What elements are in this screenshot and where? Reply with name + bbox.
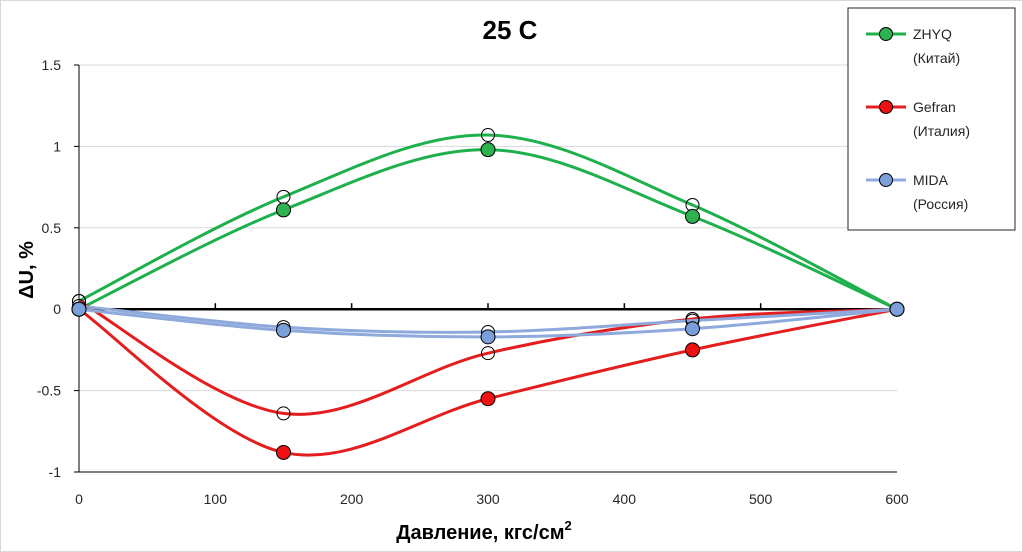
data-point	[480, 391, 496, 407]
axes	[74, 64, 898, 473]
x-tick-label: 300	[476, 491, 500, 507]
legend-label: MIDA	[913, 172, 949, 188]
data-point	[480, 142, 496, 158]
data-point	[889, 301, 905, 317]
data-point	[276, 202, 291, 218]
series-line	[78, 133, 898, 311]
y-tick-label: 0	[53, 301, 61, 317]
data-point	[685, 321, 700, 337]
x-tick-label: 100	[204, 491, 228, 507]
data-point	[685, 342, 700, 358]
x-tick-label: 200	[340, 491, 364, 507]
data-point	[71, 301, 87, 317]
x-tick-label: 400	[613, 491, 637, 507]
legend-label: (Италия)	[913, 123, 970, 139]
x-tick-label: 500	[749, 491, 773, 507]
data-point-hollow	[481, 128, 495, 143]
data-point-hollow	[481, 346, 495, 361]
x-tick-label: 600	[885, 491, 909, 507]
y-tick-label: 1	[53, 138, 61, 154]
y-tick-label: 0.5	[42, 220, 62, 236]
y-tick-label: 1.5	[42, 57, 62, 73]
chart-title: 25 C	[483, 15, 538, 45]
y-axis-title: ΔU, %	[16, 241, 38, 299]
series-group	[71, 128, 905, 460]
y-tick-label: -0.5	[37, 383, 61, 399]
x-axis-title: Давление, кгс/см2	[396, 518, 572, 544]
data-point	[685, 208, 700, 224]
legend-label: (Россия)	[913, 196, 968, 212]
data-point	[276, 444, 291, 460]
legend-box	[847, 7, 1016, 231]
legend: ZHYQ (Китай) Gefran (Италия) MIDA (Россия)	[847, 7, 1016, 231]
y-tick-label: -1	[49, 464, 62, 480]
legend-marker	[879, 27, 893, 41]
data-point	[276, 322, 291, 338]
legend-marker	[879, 100, 893, 114]
x-axis-title-text: Давление, кгс/см	[396, 522, 564, 544]
legend-label: (Китай)	[913, 50, 960, 66]
legend-label: Gefran	[913, 99, 956, 115]
legend-label: ZHYQ	[913, 26, 952, 42]
x-tick-label: 0	[75, 491, 83, 507]
data-point	[480, 329, 496, 345]
tick-labels: 1.5 1 0.5 0 -0.5 -1 0 100 200 300 400 500 600	[37, 57, 909, 507]
series-line	[78, 299, 898, 416]
legend-marker	[879, 173, 893, 187]
data-point-hollow	[276, 406, 291, 421]
x-axis-title-superscript: 2	[565, 518, 572, 533]
